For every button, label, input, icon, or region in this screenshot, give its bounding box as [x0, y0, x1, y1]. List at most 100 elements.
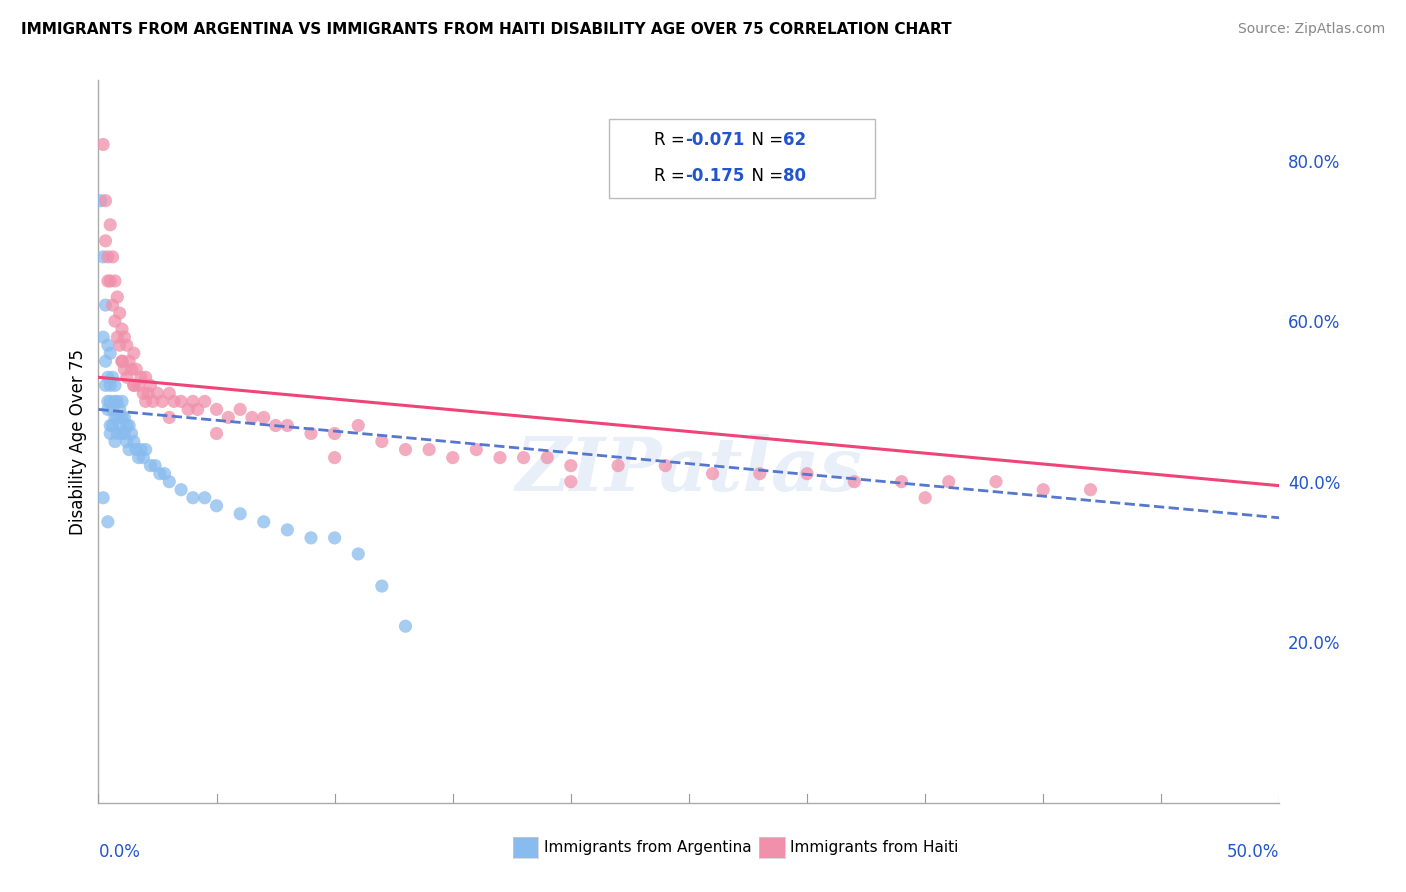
Point: [323, 450, 346, 465]
Point: [101, 370, 124, 384]
Text: ZIPatlas: ZIPatlas: [516, 434, 862, 507]
Point: [157, 475, 180, 489]
Text: N =: N =: [741, 167, 789, 185]
Point: [125, 362, 148, 376]
Text: -0.175: -0.175: [685, 167, 744, 185]
Point: [97, 370, 120, 384]
Point: [299, 426, 322, 441]
Point: [153, 467, 176, 481]
Point: [108, 418, 131, 433]
Point: [98, 218, 121, 232]
Point: [122, 378, 145, 392]
Point: [94, 234, 117, 248]
Point: [465, 442, 488, 457]
Point: [91, 330, 114, 344]
Point: [194, 491, 217, 505]
Point: [104, 394, 127, 409]
Text: -0.071: -0.071: [685, 131, 744, 149]
Point: [98, 394, 121, 409]
Point: [146, 386, 169, 401]
Point: [512, 450, 534, 465]
Point: [394, 442, 416, 457]
Point: [1080, 483, 1102, 497]
Point: [371, 579, 394, 593]
Point: [157, 410, 180, 425]
Text: Immigrants from Haiti: Immigrants from Haiti: [790, 840, 959, 855]
Point: [914, 491, 936, 505]
Point: [132, 450, 155, 465]
Point: [560, 458, 582, 473]
Point: [135, 394, 157, 409]
Point: [112, 330, 135, 344]
Point: [112, 410, 135, 425]
Point: [104, 410, 127, 425]
Point: [187, 402, 209, 417]
Point: [98, 274, 121, 288]
Point: [105, 330, 128, 344]
Point: [97, 394, 120, 409]
Point: [101, 250, 124, 264]
Text: 80: 80: [783, 167, 806, 185]
Point: [128, 450, 150, 465]
Point: [91, 491, 114, 505]
Point: [229, 402, 252, 417]
Point: [122, 434, 145, 449]
Point: [98, 346, 121, 360]
Point: [890, 475, 912, 489]
Point: [347, 418, 370, 433]
Text: R =: R =: [654, 131, 690, 149]
Point: [118, 418, 141, 433]
Point: [654, 458, 676, 473]
Point: [115, 338, 138, 352]
Point: [536, 450, 558, 465]
Point: [122, 346, 145, 360]
Point: [108, 338, 131, 352]
Point: [1032, 483, 1054, 497]
Point: [105, 394, 128, 409]
Point: [170, 483, 193, 497]
Point: [97, 402, 120, 417]
Point: [253, 515, 276, 529]
Point: [163, 394, 186, 409]
Point: [112, 362, 135, 376]
Point: [91, 137, 114, 152]
Point: [984, 475, 1007, 489]
Point: [104, 434, 127, 449]
Point: [94, 354, 117, 368]
Point: [121, 426, 143, 441]
Point: [105, 410, 128, 425]
Point: [115, 434, 138, 449]
Point: [205, 402, 228, 417]
Point: [94, 378, 117, 392]
Point: [111, 426, 134, 441]
Point: [118, 354, 141, 368]
Point: [91, 250, 114, 264]
Point: [253, 410, 276, 425]
Point: [128, 378, 150, 392]
Point: [229, 507, 252, 521]
Text: 62: 62: [783, 131, 806, 149]
Point: [371, 434, 394, 449]
Point: [205, 426, 228, 441]
Point: [149, 467, 172, 481]
Point: [104, 274, 127, 288]
Text: R =: R =: [654, 167, 690, 185]
Point: [98, 378, 121, 392]
Point: [323, 531, 346, 545]
Point: [136, 386, 159, 401]
Point: [104, 378, 127, 392]
Point: [97, 515, 120, 529]
Text: Source: ZipAtlas.com: Source: ZipAtlas.com: [1237, 22, 1385, 37]
Point: [129, 442, 152, 457]
Point: [111, 410, 134, 425]
Point: [111, 354, 134, 368]
Y-axis label: Disability Age Over 75: Disability Age Over 75: [69, 349, 87, 534]
Point: [217, 410, 239, 425]
Point: [299, 531, 322, 545]
Text: Immigrants from Argentina: Immigrants from Argentina: [544, 840, 752, 855]
Point: [323, 426, 346, 441]
Text: 0.0%: 0.0%: [98, 843, 141, 861]
Point: [125, 442, 148, 457]
Point: [135, 370, 157, 384]
Point: [108, 402, 131, 417]
